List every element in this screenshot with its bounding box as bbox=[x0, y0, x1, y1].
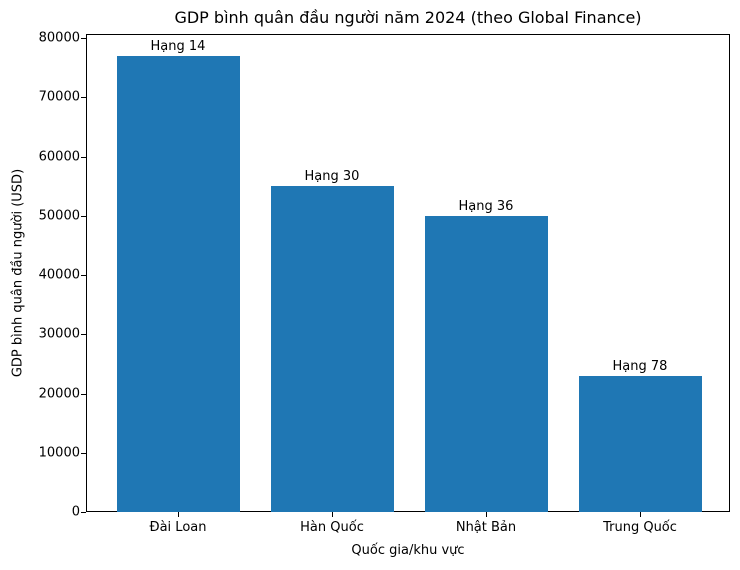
y-tick-label: 70000 bbox=[38, 89, 80, 105]
y-tick-mark bbox=[81, 38, 86, 39]
x-tick-mark bbox=[332, 512, 333, 517]
y-tick-mark bbox=[81, 452, 86, 454]
x-tick-mark bbox=[486, 512, 487, 517]
y-tick-label: 60000 bbox=[38, 149, 80, 164]
x-tick-label: Trung Quốc bbox=[603, 520, 677, 535]
plot-area bbox=[86, 34, 730, 512]
y-tick-label: 40000 bbox=[38, 267, 80, 283]
y-tick-mark bbox=[81, 275, 86, 276]
y-tick-mark bbox=[81, 334, 86, 336]
y-tick-mark bbox=[81, 97, 86, 99]
y-tick-mark bbox=[81, 512, 86, 513]
x-axis-label: Quốc gia/khu vực bbox=[351, 543, 465, 558]
y-tick-mark bbox=[81, 156, 86, 158]
bar bbox=[116, 55, 240, 512]
y-tick-label: 30000 bbox=[38, 326, 80, 342]
y-tick-mark bbox=[81, 215, 86, 217]
y-axis-label: GDP bình quân đầu người (USD) bbox=[10, 168, 26, 378]
y-tick-label: 80000 bbox=[38, 30, 80, 46]
bar-annotation: Hạng 30 bbox=[304, 169, 360, 185]
x-tick-mark bbox=[640, 512, 641, 517]
x-tick-label: Nhật Bản bbox=[455, 520, 517, 535]
x-tick-label: Hàn Quốc bbox=[300, 520, 364, 535]
bar-annotation: Hạng 14 bbox=[150, 38, 206, 54]
x-tick-label: Đài Loan bbox=[149, 520, 207, 535]
x-tick-mark bbox=[178, 512, 179, 517]
y-tick-label: 20000 bbox=[38, 386, 80, 401]
y-tick-label: 50000 bbox=[38, 208, 80, 224]
y-tick-mark bbox=[81, 393, 86, 395]
bar bbox=[578, 375, 702, 512]
y-tick-label: 10000 bbox=[38, 445, 80, 461]
bar-annotation: Hạng 36 bbox=[458, 198, 514, 214]
chart-title: GDP bình quân đầu người năm 2024 (theo G… bbox=[174, 8, 642, 27]
bar bbox=[270, 186, 394, 512]
bar-annotation: Hạng 78 bbox=[612, 358, 668, 374]
bar bbox=[424, 215, 548, 512]
y-tick-label: 0 bbox=[71, 504, 80, 520]
